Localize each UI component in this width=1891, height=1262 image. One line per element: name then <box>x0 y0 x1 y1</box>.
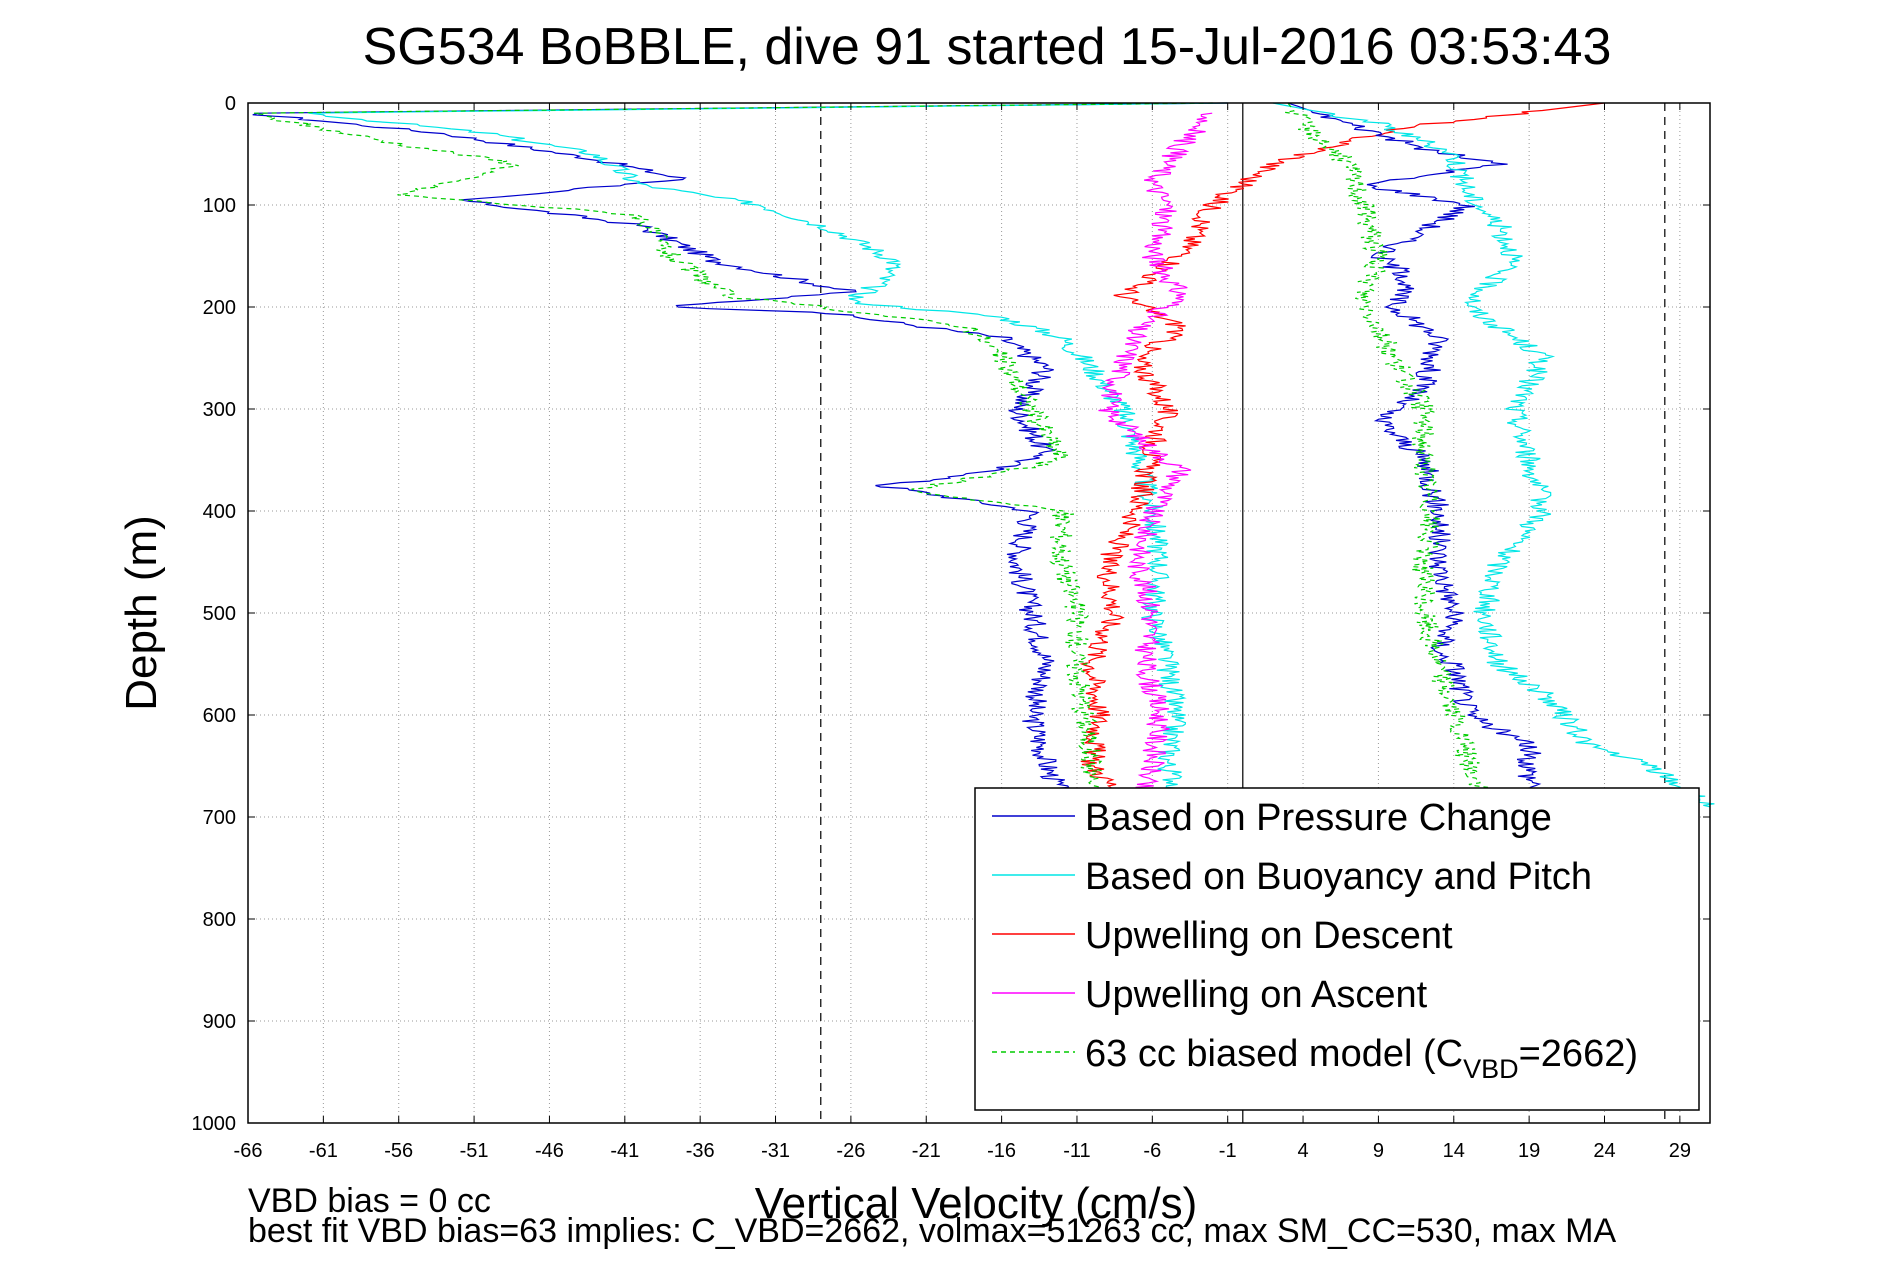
series-lines <box>252 102 1715 808</box>
legend-box <box>974 787 1700 1111</box>
x-tick-label: 9 <box>1373 1140 1384 1162</box>
legend-label-end: =2662) <box>1519 1033 1638 1075</box>
series-line-0 <box>252 102 1228 798</box>
x-tick-label: -26 <box>836 1140 865 1162</box>
legend-label-subscript: VBD <box>1463 1054 1519 1084</box>
x-tick-label: -16 <box>987 1140 1016 1162</box>
x-tick-label: 19 <box>1518 1140 1540 1162</box>
legend-label: Upwelling on Ascent <box>1085 974 1428 1016</box>
x-tick-label: -36 <box>686 1140 715 1162</box>
y-tick-label: 300 <box>203 399 236 421</box>
x-tick-label: 14 <box>1443 1140 1465 1162</box>
y-tick-label: 900 <box>203 1011 236 1033</box>
series-line-2 <box>1079 102 1605 798</box>
series-line-6 <box>1272 102 1715 808</box>
legend-label: Based on Pressure Change <box>1085 797 1552 839</box>
legend: Based on Pressure Change Based on Buoyanc… <box>974 787 1700 1111</box>
series-line-1 <box>308 102 1228 798</box>
x-tick-label: -6 <box>1143 1140 1161 1162</box>
y-tick-label: 200 <box>203 297 236 319</box>
x-tick-label: -21 <box>912 1140 941 1162</box>
x-tick-label: 29 <box>1669 1140 1691 1162</box>
y-tick-label: 500 <box>203 603 236 625</box>
y-tick-label: 400 <box>203 501 236 523</box>
x-tick-label: -41 <box>610 1140 639 1162</box>
legend-label: 63 cc biased model (CVBD=2662) <box>1085 1033 1638 1084</box>
y-tick-label: 800 <box>203 909 236 931</box>
legend-label: Based on Buoyancy and Pitch <box>1085 856 1592 898</box>
x-tick-label: -61 <box>309 1140 338 1162</box>
x-tick-label: -56 <box>384 1140 413 1162</box>
series-line-4 <box>253 102 1213 798</box>
x-axis-title: Vertical Velocity (cm/s) <box>755 1179 1198 1228</box>
y-tick-label: 700 <box>203 807 236 829</box>
x-tick-label: -1 <box>1219 1140 1237 1162</box>
x-tick-label: -11 <box>1063 1140 1090 1162</box>
footnote-vbd-bias: VBD bias = 0 cc <box>248 1182 491 1220</box>
y-axis-title: Depth (m) <box>117 515 166 711</box>
footnote-best-fit: best fit VBD bias=63 implies: C_VBD=2662… <box>248 1212 1617 1250</box>
y-tick-label: 0 <box>225 93 236 115</box>
x-tick-label: 4 <box>1297 1140 1308 1162</box>
axis-ticks: -66 -61 -56 -51 -46 -41 -36 -31 -26 -21 -16 -11 -6 -1… <box>192 93 1710 1162</box>
series-line-5 <box>1287 102 1554 798</box>
x-tick-label: -31 <box>761 1140 790 1162</box>
y-tick-label: 600 <box>203 705 236 727</box>
x-tick-label: 24 <box>1593 1140 1615 1162</box>
series-line-7 <box>1285 102 1492 798</box>
x-tick-label: -46 <box>535 1140 564 1162</box>
y-tick-label: 1000 <box>192 1113 237 1135</box>
legend-label-main: 63 cc biased model (C <box>1085 1033 1463 1075</box>
chart-title: SG534 BoBBLE, dive 91 started 15-Jul-201… <box>363 18 1612 76</box>
series-line-3 <box>1098 112 1213 797</box>
y-tick-label: 100 <box>203 195 236 217</box>
x-tick-label: -66 <box>234 1140 263 1162</box>
x-tick-label: -51 <box>460 1140 489 1162</box>
legend-label: Upwelling on Descent <box>1085 915 1453 957</box>
